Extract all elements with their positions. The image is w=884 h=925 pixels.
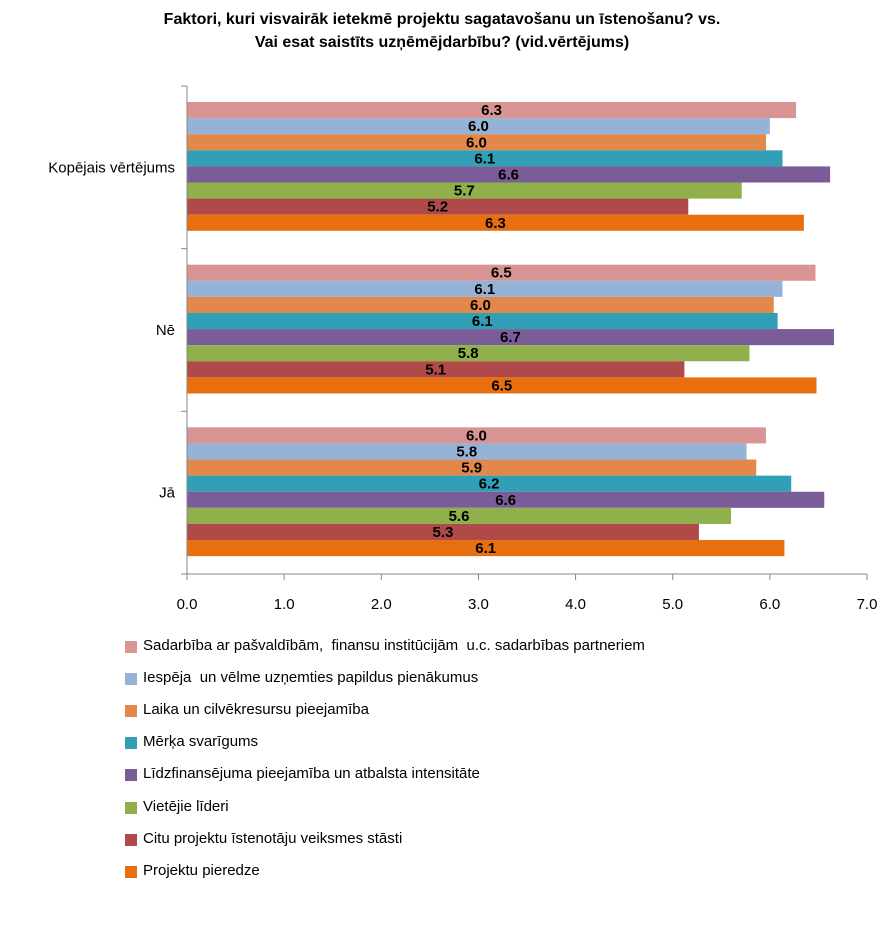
legend-swatch (125, 705, 137, 718)
data-label: 6.0 (466, 427, 487, 444)
legend-swatch (125, 673, 137, 686)
x-tick-label: 7.0 (857, 596, 878, 613)
chart-title-line-2: Vai esat saistīts uzņēmējdarbību? (vid.v… (254, 34, 630, 51)
bar (187, 540, 785, 557)
legend-swatch (125, 865, 137, 878)
data-label: 5.7 (454, 183, 475, 200)
data-label: 6.3 (481, 102, 502, 119)
bar (187, 264, 816, 281)
data-label: 5.2 (427, 199, 448, 216)
data-label: 6.0 (468, 118, 489, 135)
x-tick-label: 6.0 (759, 596, 780, 613)
bar (187, 118, 770, 135)
bar (187, 134, 766, 151)
bar (187, 377, 817, 394)
legend-swatch (125, 769, 137, 782)
bar (187, 523, 699, 541)
data-label: 6.1 (474, 150, 495, 167)
x-tick-label: 3.0 (468, 596, 489, 613)
legend-label: Iespēja un vēlme uzņemties papildus pien… (143, 669, 479, 687)
bar (187, 280, 783, 297)
data-label: 6.2 (479, 476, 500, 493)
data-label: 6.1 (475, 540, 496, 557)
legend-label: Līdzfinansējuma pieejamība un atbalsta i… (143, 765, 480, 783)
x-tick-label: 5.0 (662, 596, 683, 613)
bar (187, 507, 731, 524)
data-label: 6.1 (474, 281, 495, 298)
data-label: 6.1 (472, 313, 493, 330)
legend-label: Laika un cilvēkresursu pieejamība (143, 701, 369, 719)
bar (187, 214, 804, 231)
bar (187, 427, 766, 444)
legend-label: Sadarbība ar pašvaldībām, finansu instit… (143, 637, 645, 654)
y-tick-label: Nē (156, 322, 175, 339)
legend-swatch (125, 641, 137, 653)
legend-swatch (125, 801, 137, 814)
legend-swatch (125, 833, 137, 846)
x-tick-label: 1.0 (274, 596, 295, 613)
legend-swatch (125, 737, 137, 750)
bar (187, 361, 685, 378)
data-label: 6.0 (470, 297, 491, 314)
x-tick-label: 0.0 (177, 596, 198, 613)
bar (187, 296, 774, 313)
legend-label: Vietējie līderi (143, 797, 229, 815)
data-label: 5.6 (449, 508, 470, 525)
data-label: 5.3 (433, 524, 454, 541)
data-label: 5.1 (425, 361, 446, 378)
data-label: 6.7 (500, 329, 521, 346)
data-label: 6.0 (466, 134, 487, 151)
chart-title-line-1: Faktori, kuri visvairāk ietekmē projektu… (163, 11, 721, 28)
bar (187, 329, 834, 346)
bar (187, 443, 747, 460)
bar (187, 198, 689, 215)
bar (187, 475, 792, 492)
x-tick-label: 4.0 (565, 596, 586, 613)
chart-title: Faktori, kuri visvairāk ietekmē projektu… (0, 8, 884, 54)
legend-label: Mērķa svarīgums (143, 733, 259, 751)
data-label: 5.8 (456, 443, 477, 460)
bar (187, 491, 825, 508)
data-label: 6.6 (495, 492, 516, 509)
bar (187, 345, 750, 362)
bar (187, 459, 757, 476)
legend-label: Projektu pieredze (143, 861, 260, 879)
bar (187, 312, 778, 330)
bar (187, 150, 783, 167)
data-label: 6.6 (498, 166, 519, 183)
data-label: 5.9 (461, 460, 482, 477)
data-label: 6.5 (491, 265, 512, 282)
x-tick-label: 2.0 (371, 596, 392, 613)
bar (187, 102, 797, 119)
bar (187, 182, 742, 199)
data-label: 6.5 (491, 377, 512, 394)
bar (187, 166, 831, 183)
legend-label: Citu projektu īstenotāju veiksmes stāsti (143, 829, 403, 847)
y-tick-label: Jā (159, 485, 176, 502)
bar-chart-plot: 6.36.06.06.16.65.75.26.36.56.16.06.16.75… (48, 85, 878, 613)
data-label: 6.3 (485, 215, 506, 232)
data-label: 5.8 (458, 345, 479, 362)
y-tick-label: Kopējais vērtējums (48, 159, 175, 176)
